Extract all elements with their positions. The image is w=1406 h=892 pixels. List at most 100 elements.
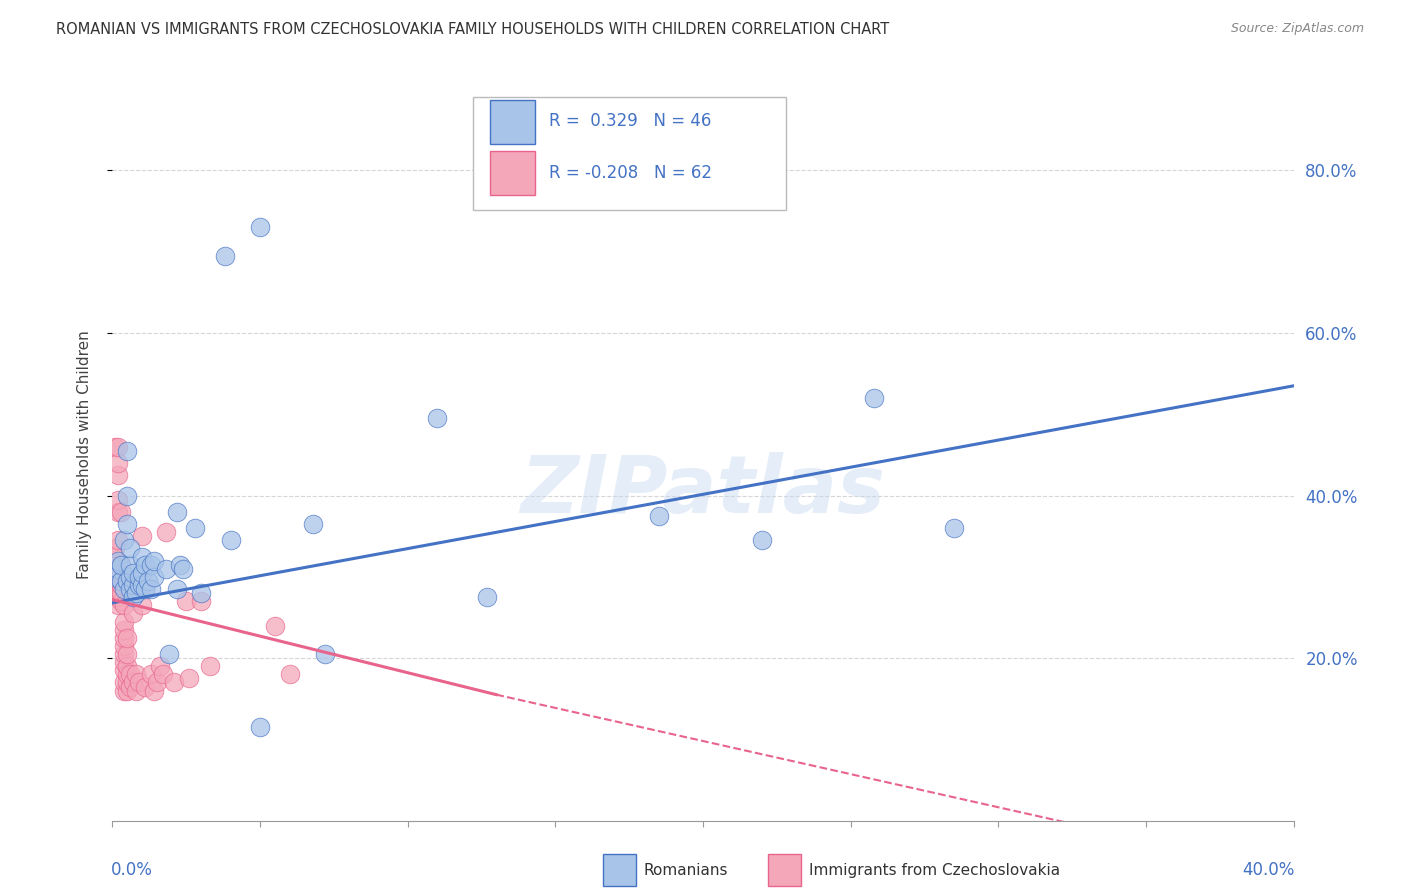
Point — [131, 566, 153, 580]
Point — [278, 667, 301, 681]
Point — [163, 675, 186, 690]
Point — [107, 533, 129, 548]
Point — [104, 562, 127, 576]
Point — [122, 607, 145, 621]
Point — [125, 586, 148, 600]
Point — [110, 558, 132, 572]
Point — [112, 631, 135, 645]
Point — [104, 440, 127, 454]
Point — [302, 516, 325, 531]
Point — [112, 647, 135, 661]
Point — [198, 659, 221, 673]
Point — [647, 508, 671, 523]
Point — [117, 574, 138, 588]
FancyBboxPatch shape — [472, 96, 786, 210]
Point — [104, 574, 127, 588]
Point — [128, 578, 150, 592]
Point — [166, 505, 188, 519]
Point — [131, 578, 153, 592]
Point — [128, 675, 150, 690]
Point — [174, 594, 197, 608]
Point — [104, 541, 127, 556]
FancyBboxPatch shape — [768, 854, 801, 887]
Point — [146, 675, 169, 690]
FancyBboxPatch shape — [491, 152, 536, 195]
Point — [190, 586, 212, 600]
Text: ROMANIAN VS IMMIGRANTS FROM CZECHOSLOVAKIA FAMILY HOUSEHOLDS WITH CHILDREN CORRE: ROMANIAN VS IMMIGRANTS FROM CZECHOSLOVAK… — [56, 22, 890, 37]
Point — [120, 541, 142, 556]
Point — [107, 505, 129, 519]
Point — [149, 659, 172, 673]
Point — [120, 667, 142, 681]
Point — [134, 680, 156, 694]
Point — [112, 533, 135, 548]
Point — [107, 553, 129, 567]
Point — [112, 582, 135, 596]
Point — [117, 667, 138, 681]
Point — [107, 492, 129, 507]
Point — [477, 590, 499, 604]
Point — [139, 558, 162, 572]
Text: Romanians: Romanians — [644, 863, 728, 878]
Point — [142, 553, 165, 567]
Point — [107, 562, 129, 576]
Point — [122, 566, 145, 580]
Text: Source: ZipAtlas.com: Source: ZipAtlas.com — [1230, 22, 1364, 36]
Point — [104, 549, 127, 564]
Point — [120, 570, 142, 584]
Point — [112, 655, 135, 669]
Point — [190, 594, 212, 608]
Point — [134, 558, 156, 572]
Point — [117, 659, 138, 673]
Point — [117, 675, 138, 690]
Point — [107, 440, 129, 454]
Point — [314, 647, 336, 661]
Point — [117, 516, 138, 531]
Text: 0.0%: 0.0% — [111, 861, 153, 879]
Point — [107, 582, 129, 596]
Point — [125, 683, 148, 698]
Point — [112, 683, 135, 698]
Point — [112, 615, 135, 629]
Point — [107, 590, 129, 604]
Point — [117, 647, 138, 661]
Point — [122, 675, 145, 690]
Point — [152, 667, 174, 681]
Point — [117, 631, 138, 645]
Point — [131, 599, 153, 613]
Y-axis label: Family Households with Children: Family Households with Children — [77, 331, 91, 579]
Point — [110, 574, 132, 588]
Point — [125, 667, 148, 681]
Point — [112, 675, 135, 690]
Text: R = -0.208   N = 62: R = -0.208 N = 62 — [550, 164, 713, 182]
Point — [117, 489, 138, 503]
Text: R =  0.329   N = 46: R = 0.329 N = 46 — [550, 112, 711, 130]
Point — [249, 720, 271, 734]
Point — [107, 574, 129, 588]
Point — [110, 505, 132, 519]
Point — [110, 566, 132, 580]
Point — [117, 443, 138, 458]
Point — [863, 391, 886, 405]
Point — [122, 578, 145, 592]
Point — [122, 590, 145, 604]
Point — [120, 582, 142, 596]
Text: ZIPatlas: ZIPatlas — [520, 452, 886, 531]
Point — [110, 578, 132, 592]
Point — [157, 647, 180, 661]
Point — [112, 639, 135, 653]
Point — [112, 623, 135, 637]
Point — [112, 663, 135, 677]
Point — [131, 529, 153, 543]
Point — [107, 468, 129, 483]
Point — [120, 558, 142, 572]
Point — [155, 525, 177, 540]
Text: 40.0%: 40.0% — [1243, 861, 1295, 879]
Point — [139, 582, 162, 596]
Point — [110, 586, 132, 600]
Point — [136, 574, 159, 588]
Point — [110, 594, 132, 608]
Point — [184, 521, 207, 535]
Point — [104, 570, 127, 584]
Point — [112, 599, 135, 613]
